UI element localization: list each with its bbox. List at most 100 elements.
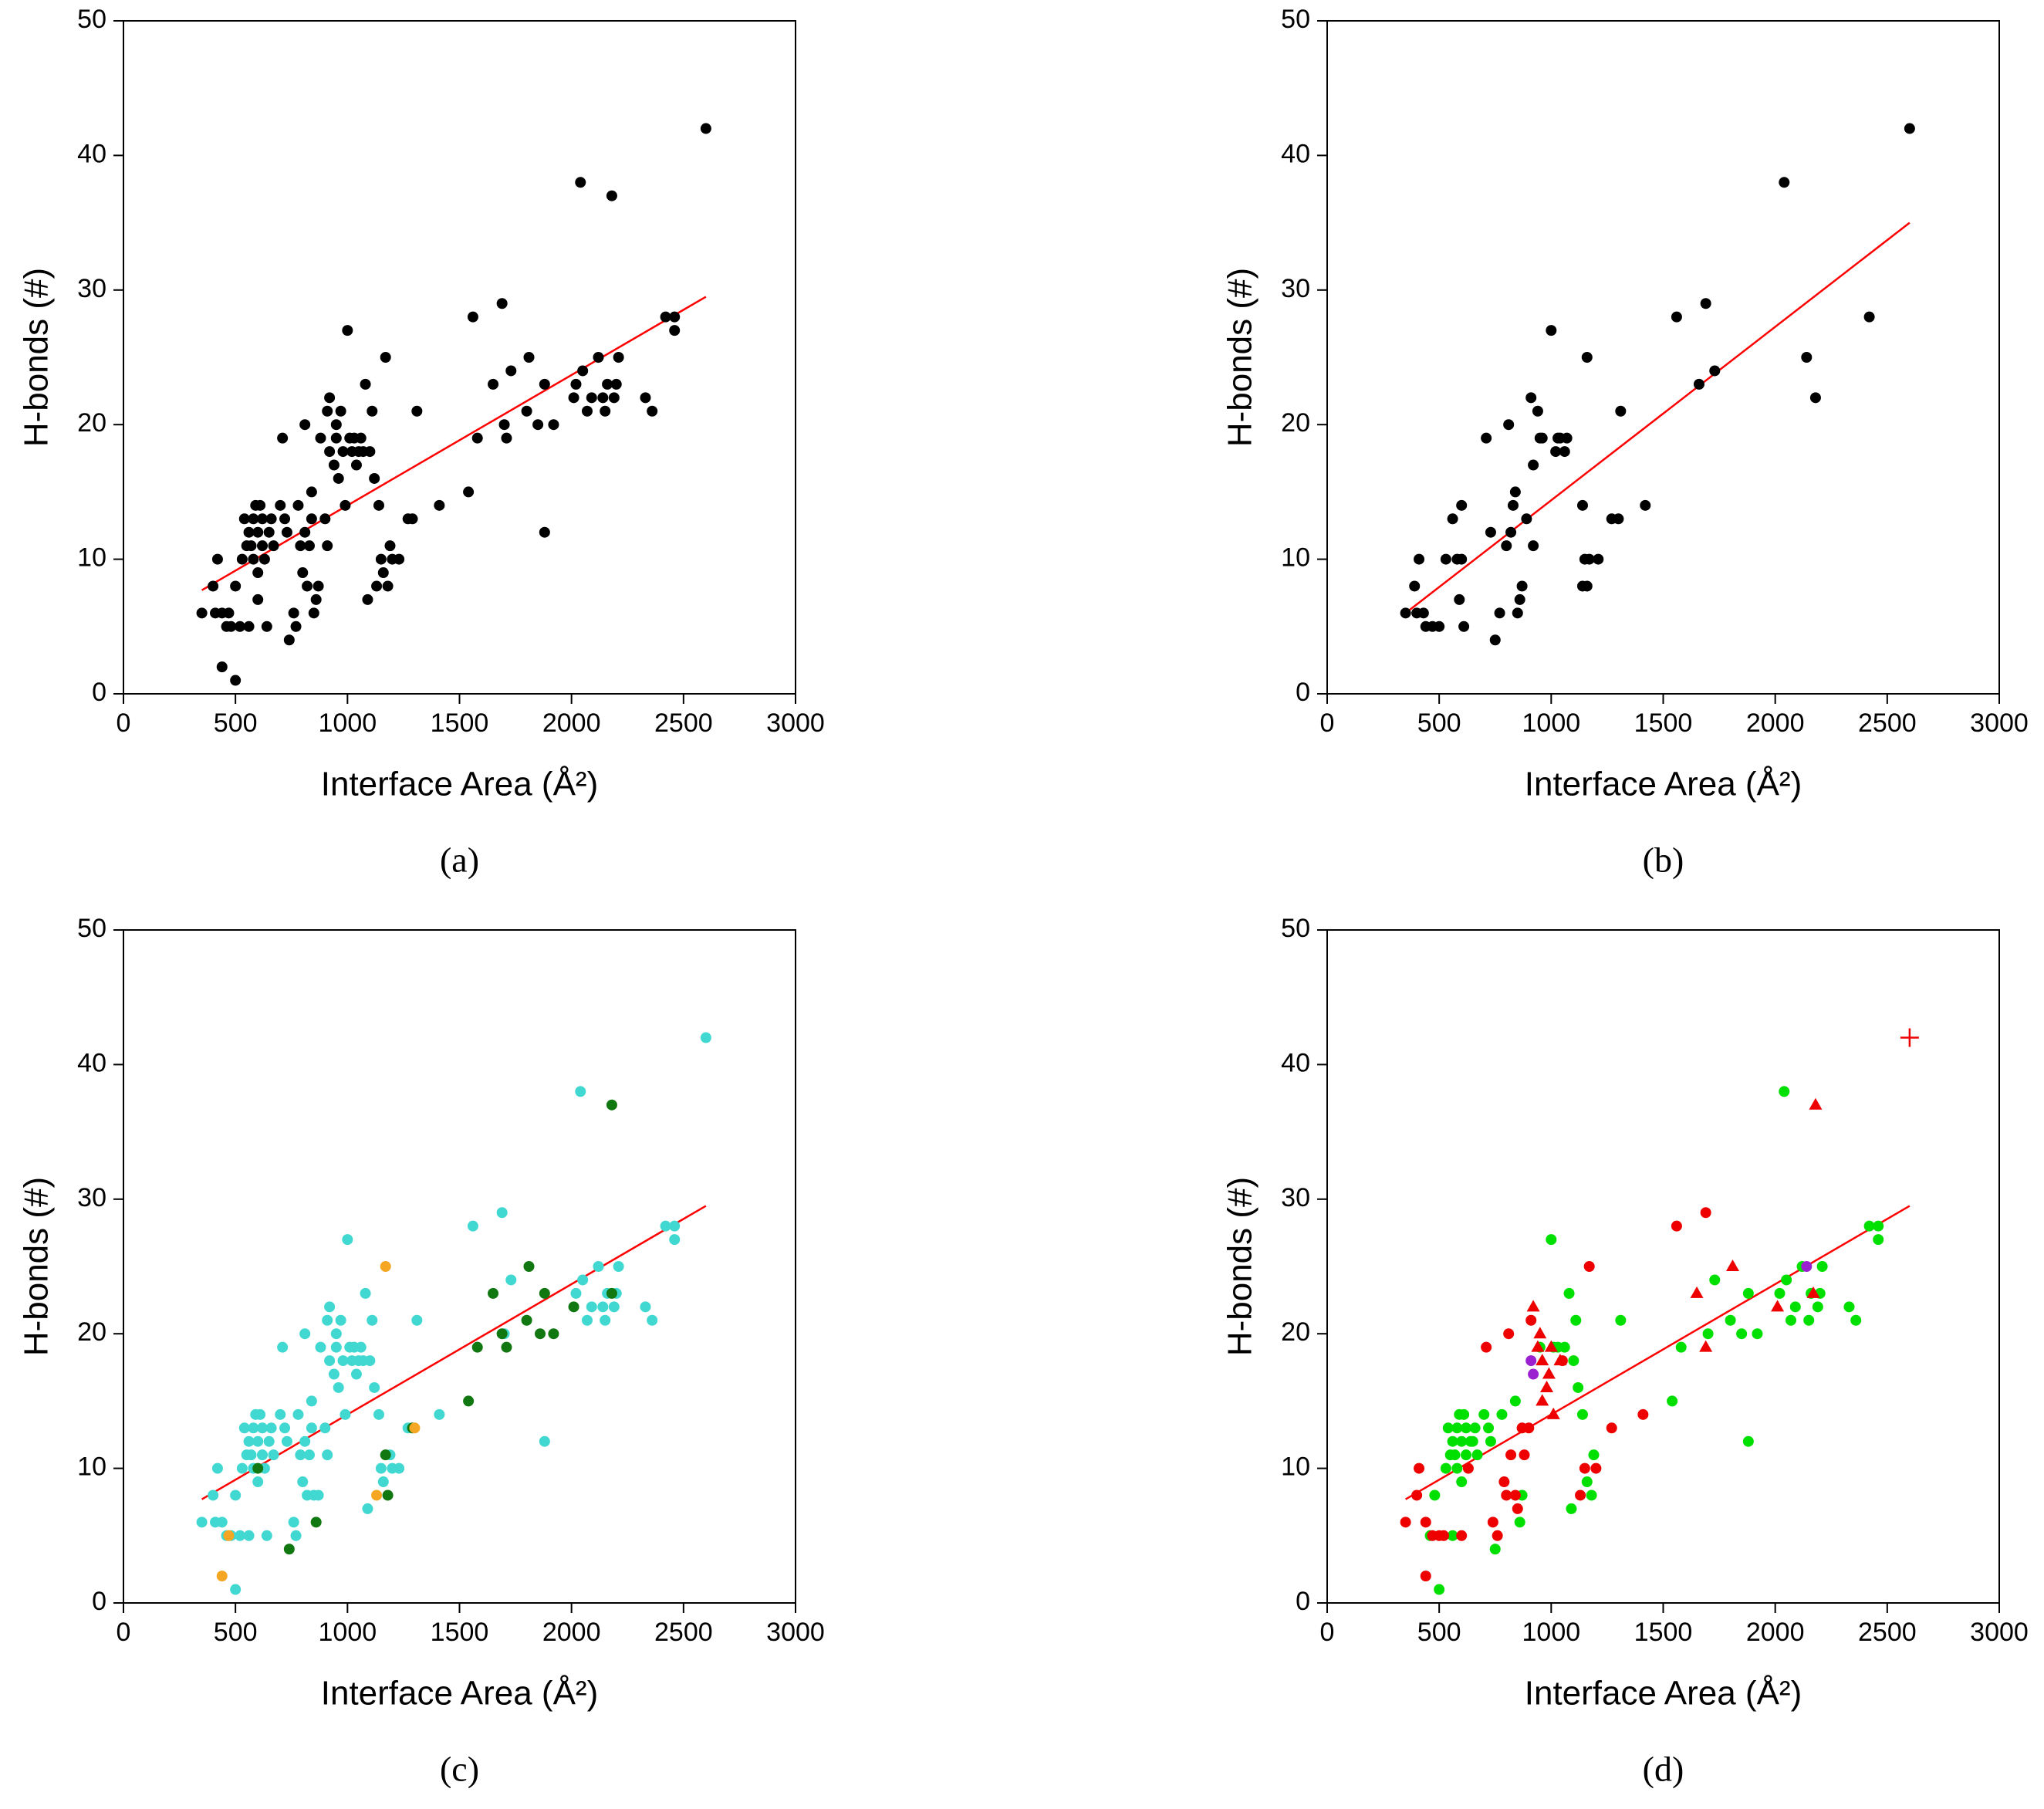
point	[265, 513, 277, 525]
point	[384, 540, 396, 552]
point	[303, 1449, 315, 1461]
point	[1771, 1300, 1785, 1312]
point	[1779, 177, 1790, 188]
point	[355, 432, 367, 444]
x-tick-label: 1500	[1634, 708, 1693, 738]
point	[337, 446, 349, 458]
point	[647, 405, 658, 417]
point	[216, 661, 228, 673]
y-tick-label: 30	[1281, 274, 1310, 303]
point	[1523, 1422, 1535, 1434]
point	[1528, 459, 1539, 471]
point	[310, 1517, 322, 1528]
point	[523, 352, 535, 363]
point	[299, 1328, 311, 1340]
point	[295, 1449, 306, 1461]
point	[467, 1220, 478, 1232]
x-tick-label: 3000	[766, 1618, 825, 1647]
point	[1566, 1503, 1577, 1514]
point	[1411, 1489, 1423, 1501]
y-tick-label: 50	[1281, 5, 1310, 34]
y-axis-label: H-bonds (#)	[1221, 1177, 1259, 1356]
x-tick-label: 2000	[542, 1618, 601, 1647]
x-axis-label: Interface Area (Å²)	[321, 1675, 598, 1713]
point	[377, 1476, 389, 1488]
point	[501, 432, 512, 444]
point	[382, 1489, 394, 1501]
point	[245, 1449, 257, 1461]
point	[211, 1462, 223, 1474]
point	[1801, 1261, 1813, 1272]
y-axis-label: H-bonds (#)	[1221, 268, 1259, 447]
point	[340, 499, 351, 511]
point	[1742, 1435, 1754, 1447]
point	[243, 1435, 255, 1447]
point	[488, 378, 499, 390]
plot-frame	[123, 929, 796, 1604]
point	[1514, 1517, 1525, 1528]
point	[248, 1422, 259, 1434]
point	[1726, 1260, 1740, 1271]
point	[1400, 607, 1411, 619]
point	[613, 1261, 624, 1272]
point	[322, 1449, 333, 1461]
x-tick-label: 0	[117, 708, 131, 738]
point	[1803, 1314, 1815, 1326]
point	[1806, 1286, 1820, 1298]
point	[328, 1368, 340, 1380]
x-tick-label: 1000	[319, 1618, 377, 1647]
y-tick-label: 0	[1296, 678, 1310, 707]
point	[362, 1503, 373, 1514]
point	[342, 1234, 353, 1246]
point	[315, 432, 326, 444]
point	[1559, 446, 1570, 458]
point	[498, 419, 510, 431]
y-tick-label: 10	[77, 1452, 106, 1482]
point	[333, 472, 344, 484]
y-tick-label: 10	[77, 543, 106, 573]
point	[1512, 1503, 1523, 1514]
point	[369, 1381, 380, 1393]
point	[1581, 580, 1593, 592]
point	[236, 1462, 248, 1474]
point	[257, 540, 269, 552]
x-tick-label: 0	[117, 1618, 131, 1647]
point	[223, 607, 235, 619]
point	[1615, 405, 1627, 417]
point	[1637, 1408, 1649, 1420]
point	[669, 311, 681, 323]
point	[597, 1301, 609, 1313]
point	[568, 1301, 579, 1313]
point	[602, 378, 613, 390]
point	[1700, 298, 1711, 309]
point	[1456, 1530, 1468, 1541]
point	[1471, 1449, 1483, 1461]
point	[593, 352, 604, 363]
point	[230, 675, 242, 686]
point	[1699, 1340, 1713, 1352]
y-tick-label: 0	[92, 1587, 106, 1616]
point	[1781, 1274, 1792, 1286]
point	[586, 1301, 597, 1313]
point	[371, 580, 383, 592]
point	[669, 325, 681, 336]
point	[380, 1449, 391, 1461]
point	[606, 190, 617, 201]
y-tick-label: 0	[92, 678, 106, 707]
point	[238, 1422, 250, 1434]
point	[575, 1086, 586, 1097]
point	[1809, 1097, 1823, 1110]
point	[660, 311, 671, 323]
point	[1581, 1476, 1593, 1488]
fit-line	[1404, 221, 1911, 614]
point	[1550, 446, 1562, 458]
point	[581, 1314, 593, 1326]
x-tick-label: 2500	[654, 1618, 713, 1647]
point	[1525, 1314, 1537, 1326]
point	[248, 513, 259, 525]
point	[1809, 392, 1821, 404]
point	[1873, 1220, 1884, 1232]
point	[1417, 607, 1429, 619]
point	[1606, 1422, 1617, 1434]
panel: 0 500 1000 1500 2000 2500 3000 0 10 20 30 40 50 Inter…	[18, 914, 825, 1789]
